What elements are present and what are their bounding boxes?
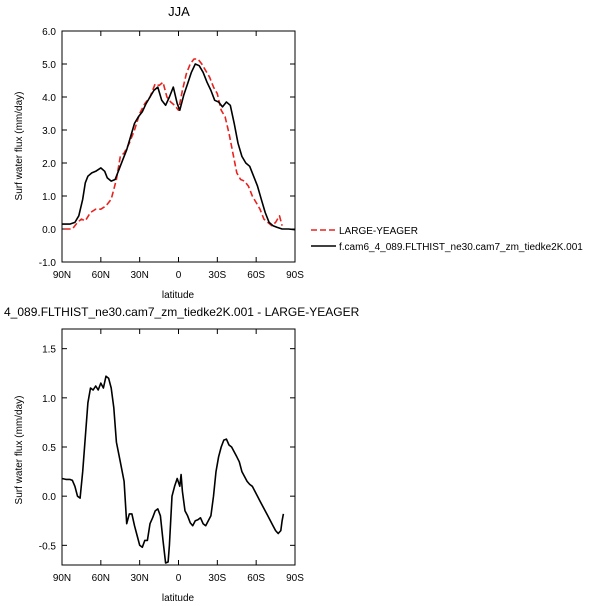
bottom-chart-ylabel: Surf water flux (mm/day) bbox=[14, 396, 25, 505]
top-y-tick-label: -1.0 bbox=[39, 258, 57, 269]
top-x-tick-label: 90S bbox=[286, 270, 304, 281]
top-x-axis: 90N 60N 30N 0 30S 60S 90S bbox=[53, 31, 304, 281]
top-x-tick-label: 60N bbox=[92, 270, 110, 281]
legend-label-model: f.cam6_4_089.FLTHIST_ne30.cam7_zm_tiedke… bbox=[339, 242, 583, 253]
top-y-tick-label: 0.0 bbox=[42, 225, 56, 236]
top-chart-ylabel: Surf water flux (mm/day) bbox=[14, 92, 25, 201]
top-y-tick-label: 5.0 bbox=[42, 60, 56, 71]
bottom-x-tick-label: 90N bbox=[53, 573, 71, 584]
top-chart-xlabel: latitude bbox=[162, 290, 195, 301]
top-y-tick-label: 6.0 bbox=[42, 27, 56, 38]
bottom-y-tick-label: -0.5 bbox=[39, 541, 57, 552]
top-series-line-1 bbox=[62, 63, 296, 231]
top-plot-frame bbox=[61, 30, 296, 263]
bottom-y-tick-label: 1.5 bbox=[42, 345, 56, 356]
top-series-line-0 bbox=[64, 58, 283, 230]
bottom-y-tick-label: 0.0 bbox=[42, 492, 56, 503]
bottom-x-tick-label: 30N bbox=[130, 573, 148, 584]
bottom-x-tick-label: 30S bbox=[208, 573, 226, 584]
bottom-chart-xlabel: latitude bbox=[162, 593, 195, 604]
top-y-axis: -1.0 0.0 1.0 2.0 3.0 4.0 5.0 6.0 bbox=[39, 27, 295, 269]
bottom-x-tick-label: 90S bbox=[286, 573, 304, 584]
top-x-tick-label: 0 bbox=[176, 270, 182, 281]
legend: LARGE-YEAGER f.cam6_4_089.FLTHIST_ne30.c… bbox=[311, 226, 583, 253]
top-x-tick-label: 30N bbox=[130, 270, 148, 281]
bottom-x-tick-label: 60N bbox=[92, 573, 110, 584]
top-x-tick-label: 60S bbox=[247, 270, 265, 281]
bottom-y-axis: -0.5 0.0 0.5 1.0 1.5 bbox=[39, 345, 295, 552]
top-y-tick-label: 4.0 bbox=[42, 93, 56, 104]
legend-label-large-yeager: LARGE-YEAGER bbox=[339, 226, 418, 237]
bottom-series-group bbox=[61, 375, 285, 564]
bottom-y-tick-label: 0.5 bbox=[42, 443, 56, 454]
top-chart-title: JJA bbox=[168, 4, 190, 19]
bottom-x-axis: 90N 60N 30N 0 30S 60S 90S bbox=[53, 329, 304, 584]
top-y-tick-label: 2.0 bbox=[42, 159, 56, 170]
bottom-x-tick-label: 0 bbox=[176, 573, 182, 584]
top-series-group bbox=[62, 58, 296, 231]
bottom-x-tick-label: 60S bbox=[247, 573, 265, 584]
bottom-series-line-0 bbox=[61, 375, 285, 564]
top-x-tick-label: 30S bbox=[208, 270, 226, 281]
bottom-y-tick-label: 1.0 bbox=[42, 394, 56, 405]
top-x-tick-label: 90N bbox=[53, 270, 71, 281]
bottom-plot-frame bbox=[61, 328, 296, 566]
bottom-chart-title: 4_089.FLTHIST_ne30.cam7_zm_tiedke2K.001 … bbox=[4, 305, 360, 319]
top-y-tick-label: 1.0 bbox=[42, 192, 56, 203]
top-y-tick-label: 3.0 bbox=[42, 126, 56, 137]
